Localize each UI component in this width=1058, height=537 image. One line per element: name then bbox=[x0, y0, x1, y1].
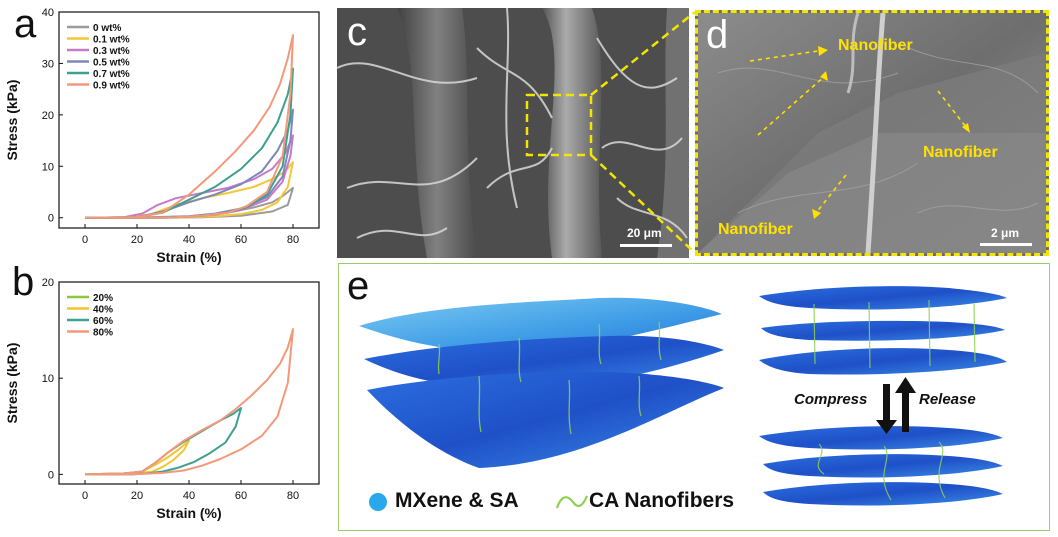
x-tick-label: 80 bbox=[287, 490, 299, 502]
x-axis-label: Strain (%) bbox=[156, 505, 221, 521]
mxene-legend-icon bbox=[369, 493, 387, 511]
panel-letter-a: a bbox=[14, 2, 37, 46]
release-label: Release bbox=[919, 391, 976, 408]
sem-image-d: d Nanofiber Nanofiber Nanofiber 2 μm bbox=[695, 10, 1049, 256]
layered-structure-illustration bbox=[359, 286, 1007, 511]
ca-nanofiber-legend-icon bbox=[555, 495, 589, 509]
sem-texture-c bbox=[337, 8, 689, 258]
sem-image-c: c 20 μm bbox=[337, 8, 689, 258]
y-tick-label: 20 bbox=[42, 277, 54, 289]
right-sheet-stack-released bbox=[759, 286, 1007, 375]
x-tick-label: 0 bbox=[82, 234, 88, 246]
legend-label: 60% bbox=[93, 316, 113, 327]
legend-label: 20% bbox=[93, 293, 113, 304]
legend-ca-nanofibers: CA Nanofibers bbox=[589, 489, 735, 512]
x-tick-label: 20 bbox=[131, 490, 143, 502]
y-tick-label: 0 bbox=[48, 469, 54, 481]
y-axis-label: Stress (kPa) bbox=[4, 80, 20, 161]
x-axis-label: Strain (%) bbox=[156, 249, 221, 265]
scalebar-label-d: 2 μm bbox=[991, 226, 1020, 240]
panel-e: e bbox=[338, 263, 1050, 531]
series-line bbox=[84, 34, 294, 219]
x-tick-label: 80 bbox=[287, 234, 299, 246]
compress-arrow bbox=[876, 384, 897, 434]
x-tick-label: 20 bbox=[131, 234, 143, 246]
panel-letter-d: d bbox=[706, 13, 729, 57]
nanofiber-label-3: Nanofiber bbox=[718, 221, 793, 238]
panel-letter-c: c bbox=[347, 10, 367, 54]
nanofiber-label-2: Nanofiber bbox=[923, 144, 998, 161]
nanofiber-label-1: Nanofiber bbox=[838, 37, 913, 54]
sem-texture-d bbox=[698, 13, 1046, 253]
compress-label: Compress bbox=[794, 391, 868, 408]
y-tick-label: 20 bbox=[42, 110, 54, 122]
x-tick-label: 60 bbox=[235, 490, 247, 502]
x-tick-label: 40 bbox=[183, 234, 195, 246]
chart-b: 0 20 40 60 80 0 10 20 Strain (%) Stress (kPa) 20%… bbox=[4, 277, 320, 521]
panel-letter-b: b bbox=[12, 260, 35, 304]
legend-label: 0.9 wt% bbox=[93, 81, 130, 92]
series-line bbox=[84, 328, 294, 476]
y-tick-label: 30 bbox=[42, 58, 54, 70]
y-tick-label: 0 bbox=[48, 213, 54, 225]
legend-label: 40% bbox=[93, 305, 113, 316]
release-arrow bbox=[895, 377, 916, 432]
y-tick-label: 40 bbox=[42, 7, 54, 19]
legend-label: 0.5 wt% bbox=[93, 58, 130, 69]
legend-label: 0.7 wt% bbox=[93, 69, 130, 80]
right-sheet-stack-compressed bbox=[759, 426, 1003, 506]
x-tick-label: 0 bbox=[82, 490, 88, 502]
y-tick-label: 10 bbox=[42, 161, 54, 173]
legend-mxene-sa: MXene & SA bbox=[395, 489, 519, 512]
y-tick-label: 10 bbox=[42, 373, 54, 385]
panel-letter-e: e bbox=[347, 264, 370, 308]
scalebar-d bbox=[980, 243, 1032, 246]
legend-label: 80% bbox=[93, 328, 113, 339]
legend-label: 0.3 wt% bbox=[93, 46, 130, 57]
left-sheet-stack bbox=[359, 297, 724, 468]
scalebar-c bbox=[620, 244, 672, 247]
scalebar-label-c: 20 μm bbox=[627, 226, 662, 240]
legend-label: 0 wt% bbox=[93, 23, 121, 34]
x-tick-label: 40 bbox=[183, 490, 195, 502]
chart-a: 0 20 40 60 80 0 10 20 30 40 Strain (%) Stress (kPa)… bbox=[4, 7, 320, 265]
y-axis-label: Stress (kPa) bbox=[4, 343, 20, 424]
x-tick-label: 60 bbox=[235, 234, 247, 246]
legend-label: 0.1 wt% bbox=[93, 35, 130, 46]
